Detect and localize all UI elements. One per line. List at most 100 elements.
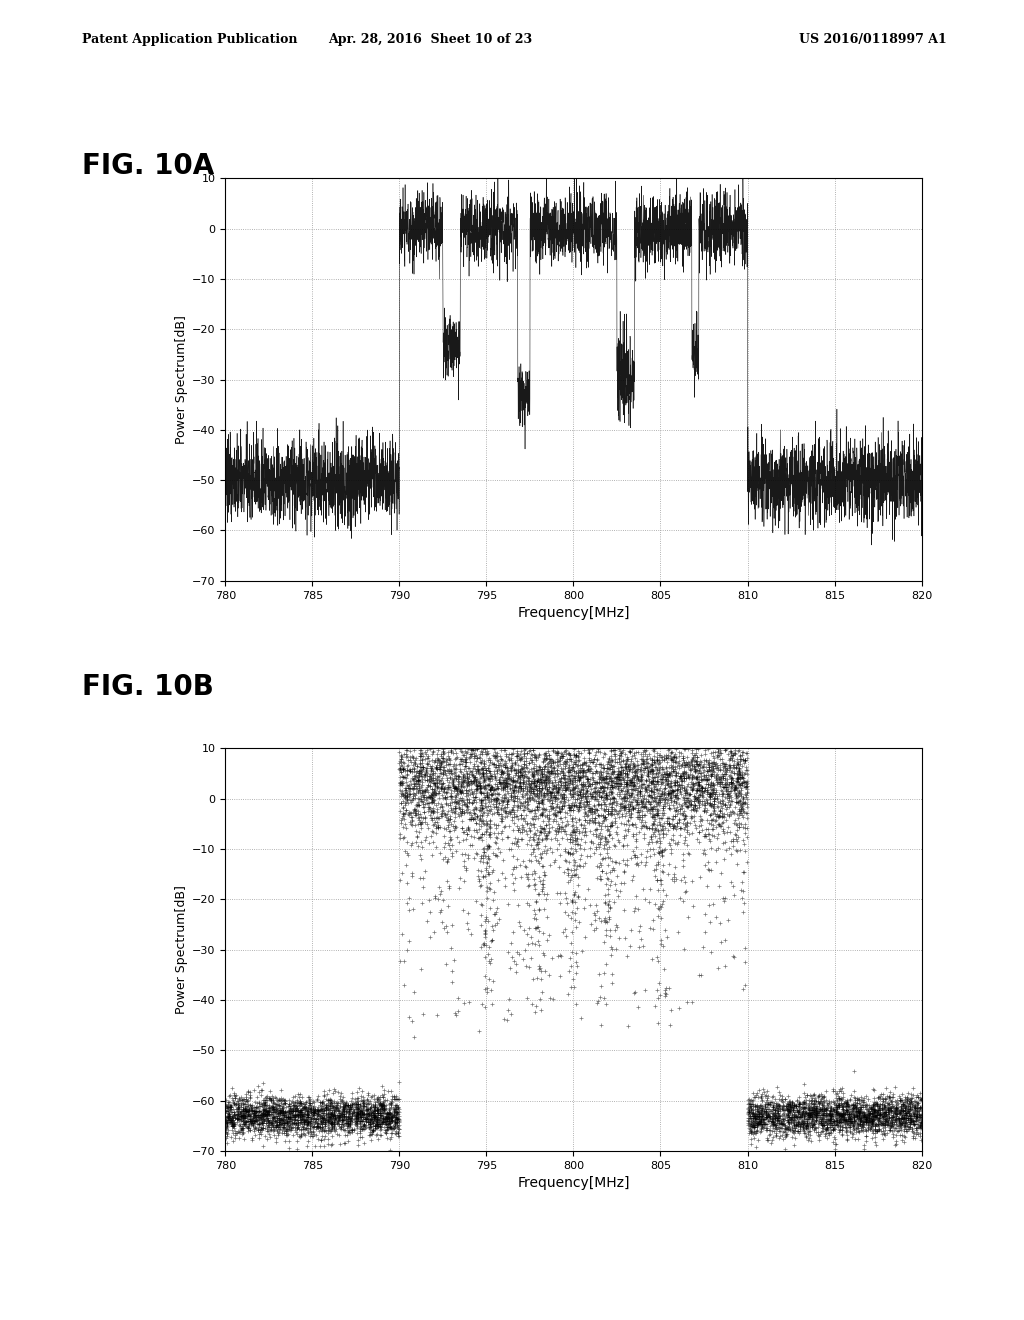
Point <box>264 1104 281 1125</box>
Point <box>766 1113 782 1134</box>
Point <box>672 766 688 787</box>
Point <box>275 1088 292 1109</box>
Point <box>893 1113 909 1134</box>
Point <box>293 1100 309 1121</box>
Point <box>338 1105 354 1126</box>
Point <box>603 803 620 824</box>
Point <box>902 1098 919 1119</box>
Point <box>257 1104 273 1125</box>
Point <box>474 797 490 818</box>
Point <box>245 1110 261 1131</box>
Point <box>304 1122 321 1143</box>
Point <box>528 783 545 804</box>
Point <box>315 1119 332 1140</box>
Point <box>756 1078 772 1100</box>
Point <box>528 849 545 870</box>
Point <box>263 1089 280 1110</box>
Point <box>817 1110 834 1131</box>
Point <box>439 809 456 830</box>
Point <box>708 781 724 803</box>
Point <box>221 1110 238 1131</box>
Point <box>565 777 582 799</box>
Point <box>521 774 538 795</box>
Point <box>620 747 636 768</box>
Point <box>301 1106 317 1127</box>
Point <box>595 746 611 767</box>
Point <box>514 800 530 821</box>
Point <box>700 829 717 850</box>
Point <box>622 800 638 821</box>
Point <box>525 772 542 793</box>
Point <box>676 766 692 787</box>
Point <box>419 752 435 774</box>
Point <box>737 750 754 771</box>
Point <box>879 1093 895 1114</box>
Point <box>387 1094 403 1115</box>
Point <box>302 1114 318 1135</box>
Point <box>467 768 483 789</box>
Point <box>481 787 498 808</box>
Point <box>769 1097 785 1118</box>
Point <box>231 1104 248 1125</box>
Point <box>261 1101 278 1122</box>
Point <box>525 824 542 845</box>
Point <box>729 826 745 847</box>
Point <box>654 764 671 785</box>
Point <box>263 1119 280 1140</box>
Point <box>671 742 687 763</box>
Point <box>456 792 472 813</box>
Point <box>562 744 579 766</box>
Point <box>587 787 603 808</box>
Point <box>485 803 502 824</box>
Point <box>814 1121 830 1142</box>
Point <box>548 824 564 845</box>
Point <box>412 775 428 796</box>
Point <box>327 1113 343 1134</box>
Point <box>478 763 495 784</box>
Point <box>439 750 456 771</box>
Point <box>897 1086 913 1107</box>
Point <box>646 767 663 788</box>
Point <box>678 787 694 808</box>
Point <box>614 756 631 777</box>
Point <box>758 1104 774 1125</box>
Point <box>754 1107 770 1129</box>
Point <box>322 1117 338 1138</box>
Point <box>371 1111 387 1133</box>
Point <box>695 759 712 780</box>
Point <box>852 1102 868 1123</box>
Point <box>358 1107 375 1129</box>
Point <box>649 763 666 784</box>
Point <box>480 760 497 781</box>
Point <box>441 810 458 832</box>
Point <box>298 1097 314 1118</box>
Point <box>622 770 638 791</box>
Point <box>841 1115 857 1137</box>
Point <box>218 1101 234 1122</box>
Point <box>261 1126 278 1147</box>
Point <box>669 771 685 792</box>
Point <box>676 771 692 792</box>
Point <box>721 754 737 775</box>
Point <box>340 1122 356 1143</box>
Point <box>490 814 507 836</box>
Point <box>780 1096 797 1117</box>
Point <box>527 760 544 781</box>
Point <box>658 746 675 767</box>
Point <box>274 1109 291 1130</box>
Point <box>289 1117 305 1138</box>
Point <box>676 867 692 888</box>
Point <box>659 785 676 807</box>
Point <box>610 768 627 789</box>
Point <box>803 1096 819 1117</box>
Point <box>304 1101 321 1122</box>
Point <box>571 758 588 779</box>
Point <box>910 1109 927 1130</box>
Point <box>411 781 427 803</box>
Point <box>540 752 556 774</box>
Point <box>908 1101 925 1122</box>
Point <box>223 1077 240 1098</box>
Point <box>759 1101 775 1122</box>
Point <box>378 1098 394 1119</box>
Point <box>289 1089 305 1110</box>
